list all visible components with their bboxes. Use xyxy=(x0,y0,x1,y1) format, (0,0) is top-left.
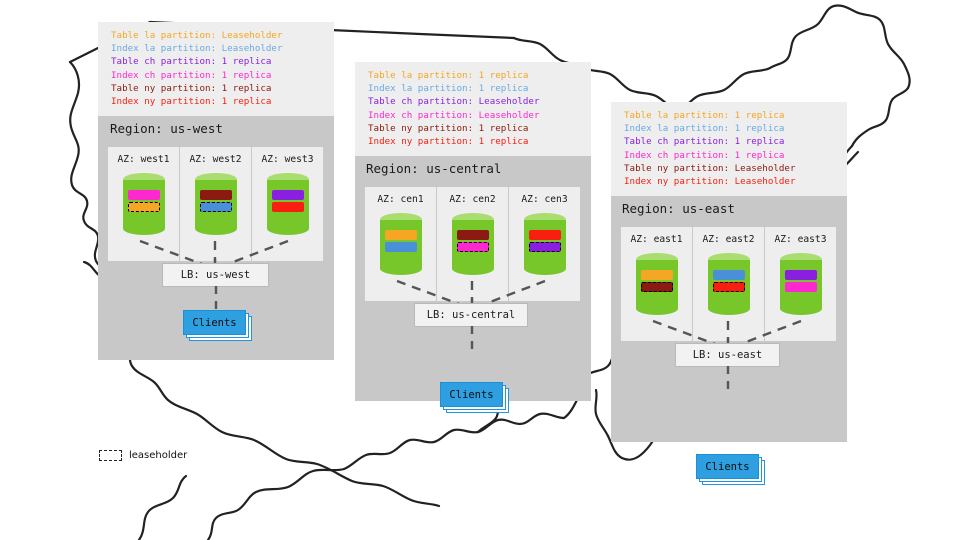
clients-box[interactable]: Clients xyxy=(696,454,759,479)
tooltip-row: Table ny partition: 1 replica xyxy=(111,82,272,94)
tooltip-row: Index ch partition: 1 replica xyxy=(624,149,785,161)
partition-stripe-leaseholder xyxy=(199,202,232,212)
az-label: AZ: cen2 xyxy=(449,194,496,205)
partition-stripe xyxy=(640,270,673,280)
az-cen1[interactable]: AZ: cen1 xyxy=(365,187,437,301)
partition-stripe xyxy=(271,190,304,200)
region-title-us-east: Region: us-east xyxy=(622,201,735,216)
partition-stripe-leaseholder xyxy=(127,202,160,212)
tooltip-row: Index ch partition: Leaseholder xyxy=(368,109,540,121)
partition-stripe xyxy=(456,230,489,240)
partition-stripe-leaseholder xyxy=(528,242,561,252)
tooltip-row: Index la partition: 1 replica xyxy=(624,123,785,135)
clients-stack-us-central[interactable]: Clients xyxy=(440,382,512,414)
partition-stripe-leaseholder xyxy=(456,242,489,252)
db-node-cylinder[interactable] xyxy=(523,213,566,275)
az-east3[interactable]: AZ: east3 xyxy=(765,227,836,341)
az-label: AZ: west1 xyxy=(117,154,170,165)
az-label: AZ: east1 xyxy=(630,234,683,245)
load-balancer-us-central[interactable]: LB: us-central xyxy=(414,303,528,327)
clients-stack-us-west[interactable]: Clients xyxy=(183,310,255,342)
az-label: AZ: east3 xyxy=(774,234,827,245)
az-label: AZ: west3 xyxy=(261,154,314,165)
az-cen3[interactable]: AZ: cen3 xyxy=(509,187,580,301)
partition-stripe xyxy=(384,242,417,252)
az-label: AZ: cen1 xyxy=(377,194,424,205)
lb-to-clients-line-us-central xyxy=(470,326,474,352)
partition-stripe xyxy=(384,230,417,240)
leaseholder-legend-label: leaseholder xyxy=(129,450,188,461)
tooltip-row: Index la partition: 1 replica xyxy=(368,83,529,95)
az-label: AZ: cen3 xyxy=(521,194,568,205)
tooltip-row: Index la partition: Leaseholder xyxy=(111,43,283,55)
az-label: AZ: east2 xyxy=(702,234,755,245)
lb-to-clients-line-us-east xyxy=(726,366,730,392)
tooltip-row: Table la partition: 1 replica xyxy=(624,110,785,121)
tooltip-row: Table ny partition: Leaseholder xyxy=(624,162,796,174)
partition-stripe xyxy=(528,230,561,240)
partition-stripe xyxy=(199,190,232,200)
db-node-cylinder[interactable] xyxy=(266,173,309,235)
db-node-cylinder[interactable] xyxy=(707,253,750,315)
az-cen2[interactable]: AZ: cen2 xyxy=(437,187,509,301)
tooltip-us-west: Table la partition: Leaseholder Index la… xyxy=(98,22,334,117)
partition-stripe xyxy=(271,202,304,212)
az-west2[interactable]: AZ: west2 xyxy=(180,147,252,261)
tooltip-row: Index ny partition: 1 replica xyxy=(111,96,272,108)
partition-stripe xyxy=(784,282,817,292)
clients-box[interactable]: Clients xyxy=(183,310,246,335)
az-west3[interactable]: AZ: west3 xyxy=(252,147,323,261)
region-title-us-west: Region: us-west xyxy=(110,121,223,136)
db-node-cylinder[interactable] xyxy=(451,213,494,275)
tooltip-row: Index ny partition: 1 replica xyxy=(368,136,529,148)
tooltip-us-central: Table la partition: 1 replica Index la p… xyxy=(355,62,591,157)
tooltip-row: Table ch partition: 1 replica xyxy=(111,56,272,68)
load-balancer-us-west[interactable]: LB: us-west xyxy=(162,263,269,287)
tooltip-row: Table ch partition: 1 replica xyxy=(624,136,785,148)
tooltip-row: Index ny partition: Leaseholder xyxy=(624,176,796,188)
db-node-cylinder[interactable] xyxy=(194,173,237,235)
leaseholder-legend: leaseholder xyxy=(99,450,187,461)
lb-to-clients-line-us-west xyxy=(214,286,218,312)
clients-box[interactable]: Clients xyxy=(440,382,503,407)
region-title-us-central: Region: us-central xyxy=(366,161,502,176)
partition-stripe xyxy=(127,190,160,200)
db-node-cylinder[interactable] xyxy=(779,253,822,315)
az-east1[interactable]: AZ: east1 xyxy=(621,227,693,341)
partition-stripe xyxy=(712,270,745,280)
tooltip-us-east: Table la partition: 1 replica Index la p… xyxy=(611,102,847,197)
tooltip-row: Table ny partition: 1 replica xyxy=(368,122,529,134)
tooltip-row: Index ch partition: 1 replica xyxy=(111,69,272,81)
db-node-cylinder[interactable] xyxy=(379,213,422,275)
load-balancer-us-east[interactable]: LB: us-east xyxy=(675,343,780,367)
db-node-cylinder[interactable] xyxy=(635,253,678,315)
tooltip-row: Table la partition: Leaseholder xyxy=(111,30,283,41)
dashed-rect-icon xyxy=(99,450,122,461)
az-label: AZ: west2 xyxy=(189,154,242,165)
tooltip-row: Table la partition: 1 replica xyxy=(368,70,529,81)
clients-stack-us-east[interactable]: Clients xyxy=(696,454,768,486)
partition-stripe-leaseholder xyxy=(712,282,745,292)
partition-stripe-leaseholder xyxy=(640,282,673,292)
az-west1[interactable]: AZ: west1 xyxy=(108,147,180,261)
partition-stripe xyxy=(784,270,817,280)
az-east2[interactable]: AZ: east2 xyxy=(693,227,765,341)
db-node-cylinder[interactable] xyxy=(122,173,165,235)
tooltip-row: Table ch partition: Leaseholder xyxy=(368,96,540,108)
